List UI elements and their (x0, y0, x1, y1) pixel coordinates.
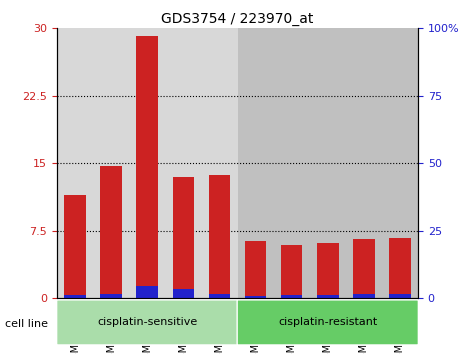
FancyBboxPatch shape (237, 300, 418, 345)
Bar (238, 28, 274, 298)
Bar (93, 28, 129, 298)
Bar (209, 175, 230, 298)
Bar (389, 294, 411, 298)
Bar (129, 28, 165, 298)
Bar (172, 289, 194, 298)
Bar (317, 243, 339, 298)
Bar (64, 195, 86, 298)
Bar (172, 177, 194, 298)
Bar (281, 245, 303, 298)
Bar (389, 238, 411, 298)
Bar (274, 28, 310, 298)
Bar (281, 295, 303, 298)
Bar (100, 294, 122, 298)
Text: cisplatin-sensitive: cisplatin-sensitive (97, 318, 198, 327)
Bar (209, 294, 230, 298)
Bar (165, 28, 201, 298)
Text: cisplatin-resistant: cisplatin-resistant (278, 318, 377, 327)
Bar (57, 28, 93, 298)
Bar (245, 241, 266, 298)
Bar (136, 286, 158, 298)
Bar (100, 166, 122, 298)
Bar (317, 296, 339, 298)
Text: cell line: cell line (5, 319, 51, 329)
Bar (310, 28, 346, 298)
Title: GDS3754 / 223970_at: GDS3754 / 223970_at (162, 12, 314, 26)
Bar (353, 295, 375, 298)
FancyBboxPatch shape (57, 300, 238, 345)
Bar (346, 28, 382, 298)
Bar (245, 296, 266, 298)
Bar (64, 295, 86, 298)
Bar (353, 239, 375, 298)
Bar (201, 28, 238, 298)
Bar (136, 35, 158, 298)
Bar (382, 28, 418, 298)
